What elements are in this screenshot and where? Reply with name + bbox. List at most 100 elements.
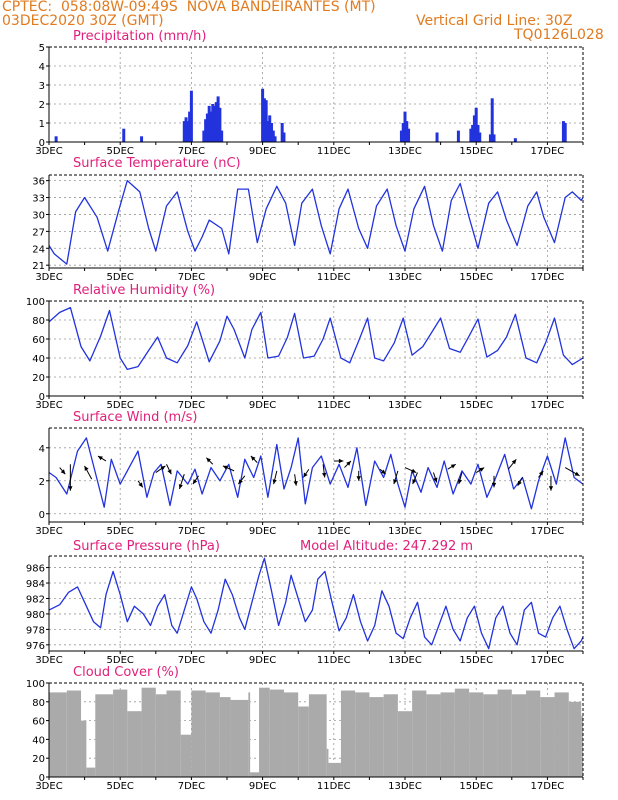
- temperature-x-tick-label: 13DEC: [388, 272, 422, 283]
- humidity-x-tick-label: 17DEC: [531, 400, 565, 411]
- precipitation-bar: [456, 130, 460, 142]
- temperature-y-tick-label: 30: [32, 210, 45, 221]
- cloud-bar: [269, 689, 284, 777]
- temperature-y-tick-label: 24: [32, 244, 45, 255]
- precipitation-x-tick-label: 11DEC: [317, 146, 351, 157]
- precipitation-bar: [563, 123, 567, 142]
- cloud-bar: [308, 694, 327, 777]
- precipitation-bar: [220, 130, 224, 142]
- cloud-title: Cloud Cover (%): [73, 665, 179, 680]
- header-grid-line: Vertical Grid Line: 30Z: [416, 13, 573, 29]
- cloud-bar: [340, 690, 356, 777]
- wind-arrow-head: [393, 479, 398, 485]
- precipitation-bar: [492, 134, 496, 142]
- cloud-bar: [66, 690, 82, 777]
- precipitation-bar: [205, 113, 209, 142]
- temperature-y-tick-label: 33: [32, 194, 45, 205]
- temperature-y-tick-label: 36: [32, 177, 45, 188]
- wind-title: Surface Wind (m/s): [73, 410, 198, 425]
- cloud-bar: [383, 694, 398, 777]
- precipitation-bar: [262, 98, 266, 142]
- wind-arrow-head: [192, 479, 198, 485]
- cloud-x-tick-label: 3DEC: [35, 781, 62, 792]
- precipitation-y-tick-label: 3: [39, 81, 45, 92]
- cloud-bar: [497, 689, 512, 777]
- wind-x-tick-label: 5DEC: [107, 526, 134, 537]
- cloud-y-tick-label: 20: [32, 754, 45, 765]
- cloud-bar: [219, 697, 231, 777]
- wind-arrow-head: [160, 465, 166, 471]
- pressure-title: Surface Pressure (hPa): [73, 539, 220, 554]
- precipitation-bar: [213, 105, 217, 142]
- precipitation-bar: [122, 128, 126, 142]
- cloud-bar: [426, 694, 441, 777]
- cloud-y-tick-label: 100: [26, 679, 45, 690]
- wind-arrow-head: [293, 481, 298, 486]
- pressure-y-tick-label: 984: [26, 579, 45, 590]
- pressure-x-tick-label: 9DEC: [249, 655, 276, 666]
- wind-arrow-head: [206, 457, 211, 463]
- cloud-bar: [113, 689, 128, 777]
- wind-arrow-head: [517, 480, 522, 486]
- wind-arrow-head: [479, 467, 485, 472]
- cloud-bar: [155, 694, 167, 777]
- temperature-x-tick-label: 5DEC: [107, 272, 134, 283]
- temperature-x-tick-label: 7DEC: [178, 272, 205, 283]
- precipitation-bar: [216, 96, 220, 142]
- wind-x-tick-label: 3DEC: [35, 526, 62, 537]
- wind-arrow-head: [411, 468, 417, 473]
- wind-x-tick-label: 7DEC: [178, 526, 205, 537]
- precipitation-bar: [54, 136, 58, 142]
- wind-series-line: [48, 437, 584, 510]
- cloud-x-tick-label: 7DEC: [178, 781, 205, 792]
- precipitation-bar: [490, 98, 494, 142]
- temperature-x-tick-label: 3DEC: [35, 272, 62, 283]
- wind-arrow-head: [322, 472, 327, 478]
- precipitation-x-tick-label: 17DEC: [531, 146, 565, 157]
- cloud-x-tick-label: 5DEC: [107, 781, 134, 792]
- humidity-y-tick-label: 100: [26, 297, 45, 308]
- wind-arrow-head: [97, 456, 103, 461]
- humidity-y-tick-label: 20: [32, 373, 45, 384]
- precipitation-y-tick-label: 1: [39, 119, 45, 130]
- cloud-x-tick-label: 11DEC: [317, 781, 351, 792]
- cloud-bar: [283, 692, 299, 777]
- precipitation-bar: [407, 128, 411, 142]
- temperature-x-tick-label: 9DEC: [249, 272, 276, 283]
- cloud-bar: [180, 734, 192, 777]
- wind-arrow-head: [303, 472, 308, 478]
- cloud-bar: [397, 711, 413, 777]
- pressure-x-tick-label: 17DEC: [531, 655, 565, 666]
- precipitation-title: Precipitation (mm/h): [73, 29, 207, 44]
- cloud-y-tick-label: 40: [32, 735, 45, 746]
- pressure-y-tick-label: 978: [26, 625, 45, 636]
- humidity-x-tick-label: 13DEC: [388, 400, 422, 411]
- pressure-x-tick-label: 3DEC: [35, 655, 62, 666]
- wind-arrow-head: [222, 465, 228, 470]
- wind-arrow-head: [60, 469, 66, 475]
- temperature-title: Surface Temperature (nC): [73, 156, 241, 171]
- precipitation-bar: [186, 121, 190, 142]
- cloud-bar: [511, 694, 527, 777]
- wind-arrow-head: [548, 486, 554, 491]
- cloud-bar: [581, 715, 583, 777]
- precipitation-bar: [218, 107, 222, 142]
- cloud-bar: [141, 687, 156, 777]
- cloud-bar: [355, 692, 370, 777]
- precipitation-bar: [403, 111, 407, 142]
- cloud-bar: [166, 690, 181, 777]
- cloud-bar: [412, 690, 427, 777]
- wind-arrow-head: [138, 482, 143, 488]
- cloud-bar: [230, 699, 249, 777]
- cloud-x-tick-label: 17DEC: [531, 781, 565, 792]
- humidity-title: Relative Humidity (%): [73, 283, 216, 298]
- precipitation-y-tick-label: 0: [39, 138, 45, 149]
- wind-arrow-head: [250, 456, 256, 461]
- cloud-bar: [540, 697, 555, 777]
- precipitation-bar: [401, 123, 405, 142]
- precipitation-bar: [264, 100, 268, 142]
- cloud-bar: [248, 692, 251, 777]
- precipitation-y-tick-label: 5: [39, 43, 45, 54]
- precipitation-bar: [188, 111, 192, 142]
